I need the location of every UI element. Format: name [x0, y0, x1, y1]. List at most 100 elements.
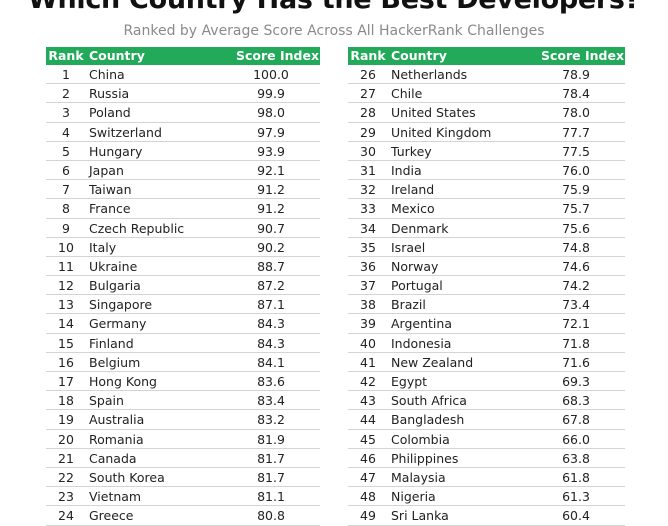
- country-cell: Australia: [89, 412, 145, 428]
- country-cell: United Kingdom: [391, 124, 492, 140]
- header-rank: Rank: [48, 48, 84, 63]
- rank-cell: 8: [62, 201, 70, 217]
- table-body: 26 Netherlands 78.9 27 Chile 78.4 28 United Sta…: [348, 65, 625, 526]
- table-row: 17 Hong Kong 83.6: [46, 372, 320, 392]
- table-row: 32 Ireland 75.9: [348, 180, 625, 200]
- country-cell: Singapore: [89, 297, 153, 313]
- table-row: 21 Canada 81.7: [46, 449, 320, 468]
- table-row: 40 Indonesia 71.8: [348, 334, 625, 353]
- country-cell: South Korea: [89, 469, 165, 485]
- score-cell: 75.6: [562, 220, 590, 236]
- rank-cell: 37: [360, 278, 376, 294]
- ranking-table-left: Rank Country Score Index 1 China 100.0 2 Rus…: [46, 47, 320, 526]
- score-cell: 73.4: [562, 297, 590, 313]
- country-cell: Argentina: [391, 316, 452, 332]
- table-row: 44 Bangladesh 67.8: [348, 410, 625, 430]
- header-score-index: Score Index: [236, 48, 320, 63]
- country-cell: Vietnam: [89, 489, 142, 505]
- header-rank: Rank: [350, 48, 386, 63]
- country-cell: Russia: [89, 86, 130, 102]
- country-cell: Belgium: [89, 354, 141, 370]
- table-row: 4 Switzerland 97.9: [46, 123, 320, 142]
- rank-cell: 30: [360, 143, 376, 159]
- country-cell: Nigeria: [391, 489, 436, 505]
- score-cell: 81.7: [257, 469, 285, 485]
- country-cell: Hong Kong: [89, 374, 157, 389]
- rank-cell: 10: [58, 239, 74, 255]
- country-cell: Sri Lanka: [391, 508, 449, 524]
- country-cell: Indonesia: [391, 335, 452, 351]
- rank-cell: 32: [360, 182, 376, 198]
- country-cell: China: [89, 67, 125, 82]
- country-cell: Canada: [89, 450, 137, 466]
- table-row: 3 Poland 98.0: [46, 103, 320, 123]
- rank-cell: 43: [360, 393, 376, 409]
- table-row: 15 Finland 84.3: [46, 334, 320, 353]
- country-cell: Ireland: [391, 182, 435, 198]
- country-cell: Germany: [89, 316, 147, 332]
- table-row: 31 India 76.0: [348, 161, 625, 181]
- table-row: 11 Ukraine 88.7: [46, 257, 320, 277]
- rank-cell: 2: [62, 86, 70, 102]
- rank-cell: 13: [58, 297, 74, 313]
- table-row: 23 Vietnam 81.1: [46, 487, 320, 507]
- country-cell: Brazil: [391, 297, 426, 313]
- rank-cell: 31: [360, 162, 376, 178]
- table-row: 5 Hungary 93.9: [46, 142, 320, 161]
- score-cell: 77.7: [562, 124, 590, 140]
- rank-cell: 38: [360, 297, 376, 313]
- table-row: 34 Denmark 75.6: [348, 219, 625, 238]
- country-cell: Czech Republic: [89, 220, 185, 236]
- country-cell: Chile: [391, 86, 423, 102]
- country-cell: Romania: [89, 431, 144, 447]
- score-cell: 67.8: [562, 412, 590, 428]
- rank-cell: 36: [360, 258, 376, 274]
- rank-cell: 49: [360, 508, 376, 524]
- rank-cell: 6: [62, 162, 70, 178]
- header-country: Country: [89, 48, 145, 63]
- country-cell: Netherlands: [391, 67, 468, 82]
- table-row: 28 United States 78.0: [348, 103, 625, 123]
- table-row: 35 Israel 74.8: [348, 238, 625, 257]
- score-cell: 78.4: [562, 86, 590, 102]
- rank-cell: 29: [360, 124, 376, 140]
- score-cell: 71.6: [562, 354, 590, 370]
- country-cell: Bangladesh: [391, 412, 465, 428]
- score-cell: 66.0: [562, 431, 590, 447]
- rank-cell: 41: [360, 354, 376, 370]
- score-cell: 83.4: [257, 393, 285, 409]
- country-cell: Spain: [89, 393, 124, 409]
- score-cell: 84.3: [257, 335, 285, 351]
- table-row: 14 Germany 84.3: [46, 314, 320, 334]
- rank-cell: 7: [62, 182, 70, 198]
- table-row: 22 South Korea 81.7: [46, 468, 320, 488]
- table-row: 49 Sri Lanka 60.4: [348, 506, 625, 526]
- score-cell: 90.7: [257, 220, 285, 236]
- rank-cell: 11: [58, 258, 74, 274]
- score-cell: 91.2: [257, 182, 285, 198]
- score-cell: 63.8: [562, 450, 590, 466]
- score-cell: 84.3: [257, 316, 285, 332]
- table-body: 1 China 100.0 2 Russia 99.9 3 Poland 98.0 4 Switze…: [46, 65, 320, 526]
- country-cell: New Zealand: [391, 354, 474, 370]
- table-row: 33 Mexico 75.7: [348, 199, 625, 219]
- table-row: 27 Chile 78.4: [348, 84, 625, 104]
- table-row: 18 Spain 83.4: [46, 391, 320, 411]
- country-cell: Poland: [89, 105, 131, 121]
- table-row: 36 Norway 74.6: [348, 257, 625, 277]
- score-cell: 92.1: [257, 162, 285, 178]
- rank-cell: 47: [360, 469, 376, 485]
- rank-cell: 12: [58, 278, 74, 294]
- country-cell: Greece: [89, 508, 134, 524]
- table-row: 10 Italy 90.2: [46, 238, 320, 257]
- rank-cell: 5: [62, 143, 70, 159]
- score-cell: 90.2: [257, 239, 285, 255]
- table-row: 20 Romania 81.9: [46, 430, 320, 449]
- table-row: 13 Singapore 87.1: [46, 295, 320, 315]
- rank-cell: 23: [58, 489, 74, 505]
- country-cell: Taiwan: [89, 182, 132, 198]
- table-row: 47 Malaysia 61.8: [348, 468, 625, 488]
- table-row: 8 France 91.2: [46, 199, 320, 219]
- header-country: Country: [391, 48, 447, 63]
- table-row: 30 Turkey 77.5: [348, 142, 625, 161]
